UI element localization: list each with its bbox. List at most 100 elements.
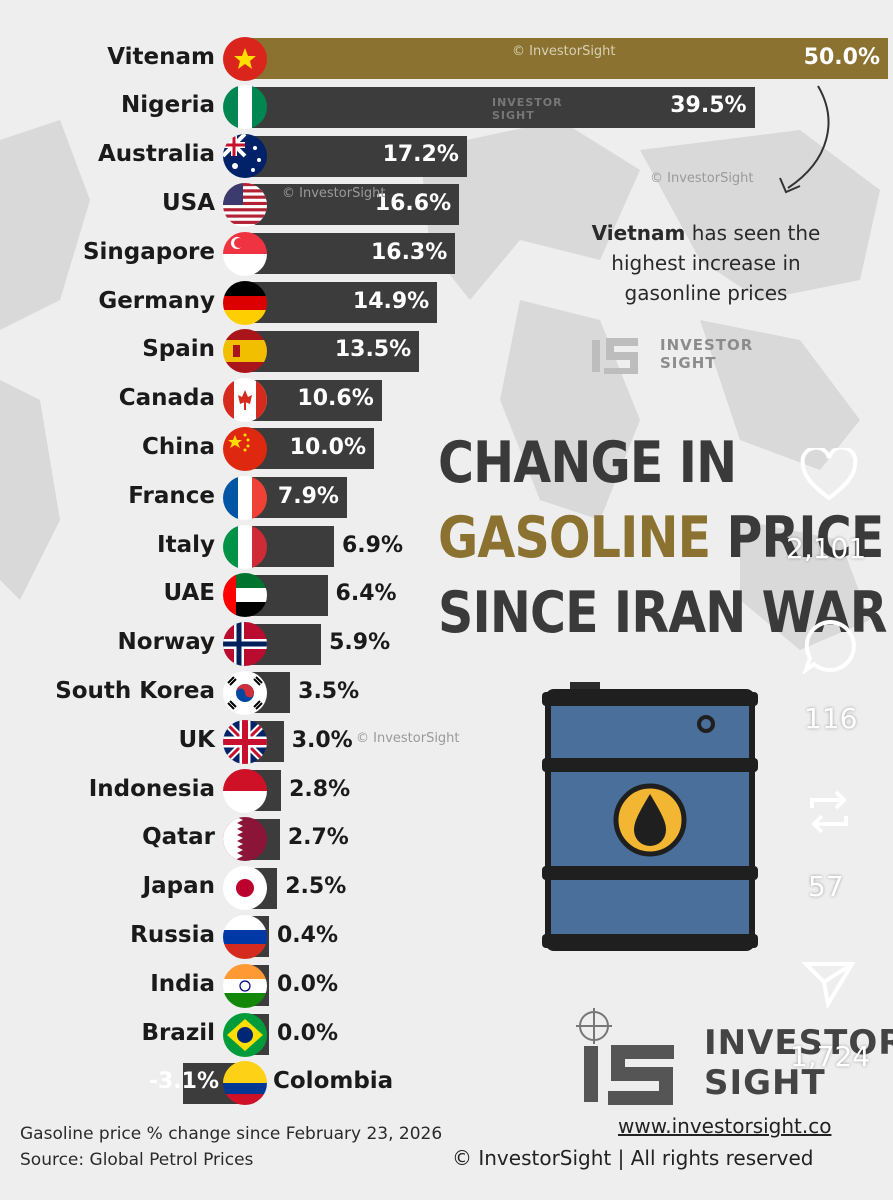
watermark-logo-text: INVESTOR SIGHT bbox=[492, 96, 563, 122]
country-label: Qatar bbox=[142, 824, 215, 851]
country-label: Vitenam bbox=[107, 43, 215, 70]
country-label: France bbox=[128, 482, 215, 509]
value-label: 10.0% bbox=[289, 434, 366, 460]
value-label: 0.0% bbox=[277, 971, 339, 997]
value-label: 2.7% bbox=[287, 825, 349, 851]
country-label: UK bbox=[178, 726, 216, 753]
country-label: Spain bbox=[142, 336, 215, 363]
flag-sg-icon bbox=[223, 231, 267, 276]
footer-note: Gasoline price % change since February 2… bbox=[20, 1124, 443, 1144]
value-label: 3.0% bbox=[291, 727, 353, 753]
value-label: 0.4% bbox=[277, 922, 339, 948]
flag-no-icon bbox=[223, 622, 267, 667]
flag-fr-icon bbox=[223, 475, 267, 520]
country-label: Italy bbox=[157, 531, 215, 558]
bar bbox=[245, 135, 467, 177]
flag-au-icon bbox=[223, 134, 267, 179]
watermark-text: © InvestorSight bbox=[650, 171, 754, 186]
title-line-2: GASOLINE PRICE bbox=[438, 505, 884, 571]
curved-arrow-icon bbox=[779, 85, 830, 194]
country-label: Brazil bbox=[141, 1019, 215, 1046]
flag-de-icon bbox=[223, 280, 267, 325]
flag-cn-icon bbox=[223, 426, 267, 471]
title-highlight: GASOLINE bbox=[438, 505, 711, 571]
heart-icon[interactable] bbox=[800, 448, 858, 502]
watermark-text: © InvestorSight bbox=[356, 731, 460, 746]
flag-in-icon bbox=[223, 963, 267, 1008]
bar bbox=[245, 233, 456, 275]
annotation: Vietnam has seen the highest increase in… bbox=[566, 218, 846, 308]
investorsight-brand-logo-icon bbox=[576, 1008, 674, 1105]
website-link[interactable]: www.investorsight.co bbox=[618, 1114, 832, 1138]
watermark-text: © InvestorSight bbox=[282, 186, 386, 201]
likes-count: 2,101 bbox=[786, 532, 867, 565]
bar bbox=[245, 330, 420, 372]
title-line-3: SINCE IRAN WAR bbox=[438, 580, 887, 646]
country-label: UAE bbox=[163, 580, 215, 607]
country-label: Canada bbox=[118, 385, 215, 412]
comments-count: 116 bbox=[804, 702, 858, 735]
comment-icon[interactable] bbox=[802, 618, 858, 674]
value-label: 2.8% bbox=[289, 776, 351, 802]
country-label: South Korea bbox=[55, 677, 215, 704]
value-label: 14.9% bbox=[352, 288, 430, 314]
country-label: Japan bbox=[142, 873, 215, 900]
value-label: 50.0% bbox=[803, 44, 880, 70]
country-label: India bbox=[150, 970, 215, 997]
value-label: 17.2% bbox=[382, 142, 459, 168]
investorsight-logo-icon bbox=[592, 338, 638, 374]
flag-es-icon bbox=[223, 329, 267, 374]
country-label: USA bbox=[161, 189, 215, 216]
country-label: Germany bbox=[98, 287, 215, 314]
value-label: -3.1% bbox=[148, 1069, 219, 1095]
value-label: 39.5% bbox=[670, 93, 747, 119]
bar bbox=[245, 282, 438, 323]
value-label: 13.5% bbox=[334, 337, 412, 363]
value-label: 3.5% bbox=[298, 678, 360, 704]
flag-qa-icon bbox=[223, 817, 267, 862]
brand-name-line-1: INVESTOR bbox=[704, 1023, 893, 1063]
flag-jp-icon bbox=[223, 866, 267, 911]
flag-vn-icon bbox=[223, 36, 267, 81]
title-line-1: CHANGE IN bbox=[438, 430, 737, 496]
flag-id-icon bbox=[223, 768, 267, 813]
country-label: Singapore bbox=[82, 238, 215, 265]
value-label: 16.6% bbox=[374, 190, 452, 216]
country-label: Indonesia bbox=[88, 775, 215, 802]
country-label: Norway bbox=[117, 629, 215, 656]
title-line-2-rest: PRICE bbox=[710, 505, 884, 571]
value-label: 0.0% bbox=[277, 1020, 339, 1046]
value-label: 10.6% bbox=[297, 386, 374, 412]
bar bbox=[245, 184, 460, 226]
flag-ca-icon bbox=[223, 378, 267, 423]
share-icon[interactable] bbox=[802, 958, 856, 1008]
country-label: China bbox=[141, 433, 215, 460]
repost-icon[interactable] bbox=[802, 786, 856, 838]
country-label: Nigeria bbox=[121, 92, 215, 119]
bar bbox=[245, 38, 888, 79]
flag-us-icon bbox=[223, 182, 267, 227]
value-label: 6.9% bbox=[342, 532, 404, 558]
copyright: © InvestorSight | All rights reserved bbox=[452, 1146, 814, 1170]
flag-it-icon bbox=[223, 524, 267, 569]
flag-co-icon bbox=[223, 1061, 267, 1106]
country-label: Australia bbox=[97, 141, 215, 168]
flag-kr-icon bbox=[223, 670, 267, 715]
reposts-count: 57 bbox=[808, 870, 844, 903]
flag-ng-icon bbox=[223, 85, 267, 130]
oil-barrel-icon bbox=[542, 682, 758, 951]
flag-ru-icon bbox=[223, 914, 267, 959]
shares-count: 1,724 bbox=[790, 1040, 871, 1073]
logo-small-text: INVESTOR SIGHT bbox=[660, 336, 754, 372]
bar bbox=[245, 379, 382, 421]
annotation-bold: Vietnam bbox=[591, 221, 686, 245]
value-label: 16.3% bbox=[370, 239, 448, 265]
footer-source: Source: Global Petrol Prices bbox=[20, 1150, 254, 1170]
country-label: Colombia bbox=[273, 1068, 394, 1095]
country-label: Russia bbox=[130, 921, 215, 948]
value-label: 7.9% bbox=[277, 483, 339, 509]
flag-uk-icon bbox=[223, 719, 267, 764]
value-label: 5.9% bbox=[329, 630, 391, 656]
